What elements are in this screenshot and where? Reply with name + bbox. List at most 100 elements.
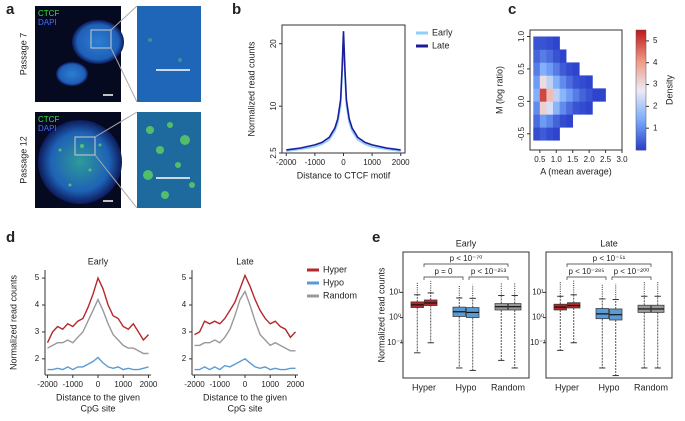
panel-label: e	[372, 229, 380, 246]
p-bracket	[566, 276, 607, 280]
p-value: p < 10⁻²⁵³	[471, 267, 507, 276]
y-tick-label: 2	[182, 354, 187, 363]
colorbar-step	[636, 144, 646, 147]
plot-frame	[545, 251, 673, 379]
p-bracket	[566, 263, 652, 267]
colorbar-step	[636, 148, 646, 151]
colorbar-step	[636, 54, 646, 57]
colorbar-step	[636, 70, 646, 73]
density-cell	[559, 75, 567, 89]
colorbar-step	[636, 62, 646, 65]
density-cell	[553, 49, 560, 63]
colorbar-frame	[635, 29, 647, 151]
facet-title: Late	[236, 256, 254, 266]
x-tick-label: -1000	[210, 380, 231, 389]
data-line	[194, 357, 296, 371]
y-axis-label: M (log ratio)	[494, 66, 504, 114]
density-cell	[553, 127, 560, 141]
x-tick-label: Random	[491, 382, 525, 392]
y-tick-label: 10⁰	[532, 313, 544, 322]
x-tick-label: 1.5	[567, 155, 579, 164]
connector	[110, 5, 138, 31]
density-cell	[546, 49, 554, 63]
x-tick-label: -2000	[37, 380, 58, 389]
zoom-region	[74, 136, 96, 156]
colorbar-step	[636, 30, 646, 33]
density-cell	[585, 101, 593, 115]
colorbar-step	[636, 50, 646, 53]
data-line	[194, 273, 297, 339]
x-tick-label: 1000	[114, 380, 132, 389]
colorbar-step	[636, 104, 646, 107]
colorbar-step	[636, 68, 646, 71]
density-cell	[539, 114, 547, 128]
data-line	[47, 356, 149, 371]
x-tick-label: Hyper	[412, 382, 436, 392]
colorbar-step	[636, 134, 646, 137]
passage-label: Passage 7	[18, 33, 28, 76]
x-tick-label: Hypo	[598, 382, 619, 392]
stain-label: CTCF	[38, 9, 59, 18]
y-tick-label: 1.0	[517, 30, 526, 42]
y-tick-label: 0.0	[517, 95, 526, 107]
density-cell	[559, 49, 567, 63]
p-value: p = 0	[434, 267, 453, 276]
colorbar-step	[636, 52, 646, 55]
p-bracket	[423, 263, 509, 267]
p-value: p < 10⁻⁵¹	[593, 254, 626, 263]
speckles	[58, 38, 195, 199]
colorbar-step	[636, 130, 646, 133]
legend-label: Random	[323, 290, 357, 300]
density-cell	[546, 36, 554, 50]
p-bracket	[468, 276, 509, 280]
x-axis-label: Distance to CTCF motif	[297, 170, 391, 180]
zoom-image	[137, 6, 201, 102]
density-cell	[599, 88, 606, 102]
colorbar-step	[636, 110, 646, 113]
density-cell	[553, 101, 560, 115]
y-tick-label: 4	[182, 300, 187, 309]
x-axis-label: Distance to the given	[56, 392, 140, 402]
facet-title: Early	[456, 238, 477, 248]
density-cell	[572, 101, 580, 115]
zoom-region	[90, 29, 112, 49]
colorbar-step	[636, 84, 646, 87]
density-cell	[546, 75, 554, 89]
density-cell	[566, 75, 574, 89]
y-tick-label: 10⁰	[389, 313, 401, 322]
x-tick-label: 0.5	[534, 155, 546, 164]
density-cell	[572, 62, 580, 76]
micrograph-panel	[35, 5, 201, 209]
x-tick-label: Hypo	[455, 382, 476, 392]
colorbar-label: Density	[664, 74, 674, 105]
p-bracket	[611, 276, 652, 280]
density-cell	[559, 62, 567, 76]
density-cell	[579, 88, 587, 102]
x-tick-label: -2000	[276, 158, 297, 167]
colorbar-step	[636, 48, 646, 51]
colorbar-step	[636, 108, 646, 111]
density-cell	[533, 62, 541, 76]
density-cell	[566, 114, 574, 128]
stain-label: DAPI	[38, 124, 57, 133]
colorbar-step	[636, 96, 646, 99]
density-cell	[539, 101, 547, 115]
density-cell	[585, 88, 593, 102]
colorbar-step	[636, 86, 646, 89]
colorbar-step	[636, 38, 646, 41]
x-tick-label: 1000	[363, 158, 381, 167]
colorbar-step	[636, 136, 646, 139]
colorbar-step	[636, 116, 646, 119]
plot-frame	[529, 29, 623, 151]
density-cell	[566, 88, 574, 102]
y-axis-label: Normalized read counts	[246, 41, 256, 137]
data-line	[46, 276, 150, 343]
colorbar-step	[636, 142, 646, 145]
p-value: p < 10⁻²⁸⁵	[568, 267, 604, 276]
density-cell	[585, 75, 593, 89]
x-axis-label: A (mean average)	[540, 166, 612, 176]
density-cell	[533, 114, 541, 128]
panel-label: b	[232, 1, 241, 18]
colorbar-step	[636, 44, 646, 47]
